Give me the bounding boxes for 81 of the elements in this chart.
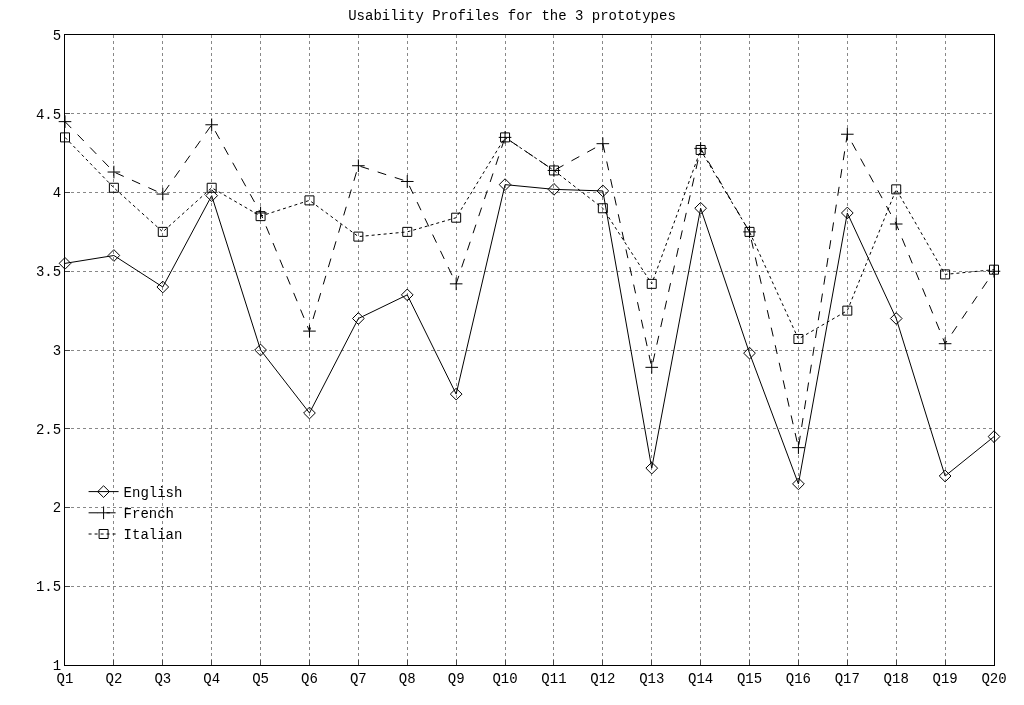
point <box>597 203 608 214</box>
point <box>989 264 999 275</box>
x-tick-label: Q9 <box>447 670 465 687</box>
point <box>791 440 806 455</box>
point <box>156 280 170 294</box>
point <box>254 343 267 357</box>
point <box>107 249 121 262</box>
point <box>840 206 854 220</box>
x-tick-label: Q8 <box>398 670 416 687</box>
point <box>498 178 512 191</box>
point <box>400 174 415 189</box>
point <box>253 206 268 220</box>
point <box>889 312 903 325</box>
point <box>987 430 1001 443</box>
point <box>449 387 463 401</box>
point <box>694 201 707 215</box>
point <box>303 406 316 420</box>
x-tick-label: Q5 <box>252 670 269 687</box>
y-tick-label: 5 <box>52 27 62 44</box>
point <box>840 127 855 142</box>
chart-title: Usability Profiles for the 3 prototypes <box>348 8 676 25</box>
point <box>645 461 659 475</box>
x-tick-label: Q2 <box>105 670 123 687</box>
point <box>60 132 70 143</box>
x-tick-label: Q18 <box>883 670 909 687</box>
x-tick-label: Q16 <box>785 670 812 687</box>
point <box>842 305 853 316</box>
point <box>891 184 902 195</box>
point <box>449 277 463 291</box>
y-tick-label: 2 <box>52 500 62 517</box>
point <box>108 182 119 193</box>
point <box>155 187 170 201</box>
point <box>596 136 610 151</box>
x-tick-label: Q17 <box>834 670 860 687</box>
point <box>743 346 756 360</box>
point <box>451 212 462 223</box>
point <box>644 360 659 375</box>
x-tick-label: Q4 <box>203 670 221 687</box>
x-tick-label: Q7 <box>349 670 367 687</box>
x-tick-label: Q10 <box>492 670 518 687</box>
point <box>889 217 904 231</box>
x-tick-label: Q14 <box>688 670 714 687</box>
x-tick-label: Q20 <box>981 670 1007 687</box>
x-tick-label: Q15 <box>736 670 763 687</box>
point <box>938 469 952 483</box>
legend-label: Italian <box>123 527 183 544</box>
point <box>353 231 364 242</box>
point <box>204 117 219 132</box>
point <box>205 189 219 202</box>
point <box>400 288 414 302</box>
point <box>596 184 610 198</box>
point <box>987 264 1001 279</box>
point <box>351 158 366 173</box>
x-tick-label: Q3 <box>154 670 172 687</box>
y-tick-label: 3 <box>52 342 62 359</box>
point <box>547 183 561 196</box>
point <box>206 182 217 193</box>
point <box>938 336 952 351</box>
x-tick-label: Q6 <box>301 670 318 687</box>
y-tick-label: 2.5 <box>35 421 62 438</box>
legend-label: English <box>123 485 183 502</box>
y-tick-label: 1.5 <box>35 579 62 596</box>
y-tick-label: 4.5 <box>35 106 62 123</box>
x-tick-label: Q13 <box>639 670 665 687</box>
point <box>792 477 805 491</box>
point <box>302 324 317 338</box>
point <box>940 269 951 280</box>
point <box>793 333 804 344</box>
point <box>157 226 168 237</box>
point <box>352 312 365 325</box>
point <box>646 278 657 289</box>
x-tick-label: Q11 <box>541 670 567 687</box>
point <box>402 226 413 237</box>
legend-label: French <box>123 506 174 523</box>
y-tick-label: 3.5 <box>35 264 62 281</box>
point <box>255 211 266 222</box>
point <box>304 195 315 206</box>
y-tick-label: 4 <box>52 185 62 202</box>
x-tick-label: Q19 <box>932 670 958 687</box>
x-tick-label: Q12 <box>590 670 616 687</box>
point <box>107 165 121 179</box>
